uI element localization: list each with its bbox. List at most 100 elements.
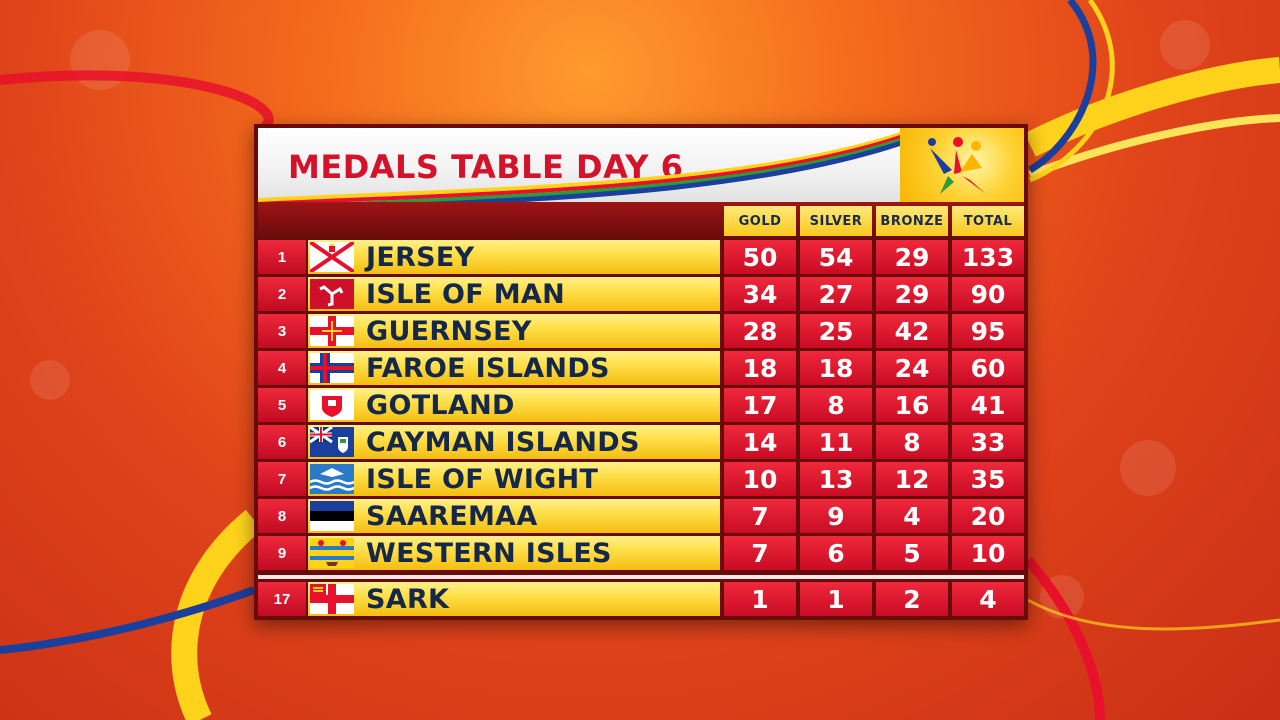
silver-count: 8: [800, 388, 872, 422]
gold-count: 7: [724, 499, 796, 533]
island-games-logo-icon: [928, 137, 986, 194]
logo-box: [900, 128, 1024, 202]
country-bar: FAROE ISLANDS: [308, 351, 720, 385]
silver-count: 1: [800, 582, 872, 616]
silver-count: 18: [800, 351, 872, 385]
silver-count: 9: [800, 499, 872, 533]
rank-cell: 17: [258, 582, 306, 616]
rank-cell: 3: [258, 314, 306, 348]
gotland-flag-icon: [310, 390, 354, 420]
total-count: 10: [952, 536, 1024, 570]
bronze-count: 8: [876, 425, 948, 459]
total-count: 4: [952, 582, 1024, 616]
country-name: SAAREMAA: [366, 501, 538, 532]
western-isles-flag-icon: [310, 538, 354, 568]
sark-flag-icon: [310, 584, 354, 614]
column-header-silver: SILVER: [800, 206, 872, 236]
rank-cell: 7: [258, 462, 306, 496]
country-name: WESTERN ISLES: [366, 538, 612, 569]
table-row: 6 CAYMAN ISLANDS 14 11 8 33: [254, 425, 1028, 459]
rank-cell: 9: [258, 536, 306, 570]
bronze-count: 5: [876, 536, 948, 570]
jersey-flag-icon: [310, 242, 354, 272]
bokeh-light: [30, 360, 70, 400]
bokeh-light: [1120, 440, 1176, 496]
gold-count: 50: [724, 240, 796, 274]
saaremaa-flag-icon: [310, 501, 354, 531]
isle-of-wight-flag-icon: [310, 464, 354, 494]
bronze-count: 16: [876, 388, 948, 422]
table-row: 17 SARK 1 1 2 4: [254, 582, 1028, 616]
rank-cell: 4: [258, 351, 306, 385]
table-row: 5 GOTLAND 17 8 16 41: [254, 388, 1028, 422]
bronze-count: 29: [876, 240, 948, 274]
table-divider: [258, 575, 1024, 579]
total-count: 20: [952, 499, 1024, 533]
table-row: 8 SAAREMAA 7 9 4 20: [254, 499, 1028, 533]
country-bar: ISLE OF WIGHT: [308, 462, 720, 496]
country-name: ISLE OF WIGHT: [366, 464, 599, 495]
silver-count: 54: [800, 240, 872, 274]
cayman-islands-flag-icon: [310, 427, 354, 457]
rank-cell: 1: [258, 240, 306, 274]
country-bar: SAAREMAA: [308, 499, 720, 533]
column-header-total: TOTAL: [952, 206, 1024, 236]
total-count: 33: [952, 425, 1024, 459]
country-bar: JERSEY: [308, 240, 720, 274]
total-count: 95: [952, 314, 1024, 348]
gold-count: 17: [724, 388, 796, 422]
country-bar: SARK: [308, 582, 720, 616]
rank-cell: 5: [258, 388, 306, 422]
isle-of-man-flag-icon: [310, 279, 354, 309]
gold-count: 7: [724, 536, 796, 570]
country-name: FAROE ISLANDS: [366, 353, 610, 384]
bronze-count: 24: [876, 351, 948, 385]
silver-count: 6: [800, 536, 872, 570]
column-header-gold: GOLD: [724, 206, 796, 236]
gold-count: 28: [724, 314, 796, 348]
gold-count: 14: [724, 425, 796, 459]
table-row: 2 ISLE OF MAN 34 27 29 90: [254, 277, 1028, 311]
silver-count: 25: [800, 314, 872, 348]
country-name: GOTLAND: [366, 390, 515, 421]
bronze-count: 42: [876, 314, 948, 348]
total-count: 41: [952, 388, 1024, 422]
rank-cell: 8: [258, 499, 306, 533]
total-count: 133: [952, 240, 1024, 274]
silver-count: 27: [800, 277, 872, 311]
guernsey-flag-icon: [310, 316, 354, 346]
medals-table-panel: MEDALS TABLE DAY 6 GOLD SILVER BRONZE TO…: [254, 124, 1028, 620]
country-name: JERSEY: [366, 242, 475, 273]
country-name: CAYMAN ISLANDS: [366, 427, 640, 458]
rank-cell: 6: [258, 425, 306, 459]
total-count: 90: [952, 277, 1024, 311]
gold-count: 18: [724, 351, 796, 385]
gold-count: 34: [724, 277, 796, 311]
gold-count: 10: [724, 462, 796, 496]
table-row: 4 FAROE ISLANDS 18 18 24 60: [254, 351, 1028, 385]
bronze-count: 29: [876, 277, 948, 311]
bokeh-light: [1160, 20, 1210, 70]
faroe-islands-flag-icon: [310, 353, 354, 383]
bronze-count: 12: [876, 462, 948, 496]
gold-count: 1: [724, 582, 796, 616]
country-bar: CAYMAN ISLANDS: [308, 425, 720, 459]
country-bar: GUERNSEY: [308, 314, 720, 348]
country-bar: GOTLAND: [308, 388, 720, 422]
table-row: 3 GUERNSEY 28 25 42 95: [254, 314, 1028, 348]
bronze-count: 4: [876, 499, 948, 533]
bronze-count: 2: [876, 582, 948, 616]
total-count: 60: [952, 351, 1024, 385]
country-name: SARK: [366, 584, 450, 615]
rank-cell: 2: [258, 277, 306, 311]
table-row: 9 WESTERN ISLES 7 6 5 10: [254, 536, 1028, 570]
country-bar: WESTERN ISLES: [308, 536, 720, 570]
column-header-bronze: BRONZE: [876, 206, 948, 236]
table-row: 7 ISLE OF WIGHT 10 13 12 35: [254, 462, 1028, 496]
country-name: GUERNSEY: [366, 316, 532, 347]
silver-count: 11: [800, 425, 872, 459]
table-row: 1 JERSEY 50 54 29 133: [254, 240, 1028, 274]
silver-count: 13: [800, 462, 872, 496]
total-count: 35: [952, 462, 1024, 496]
